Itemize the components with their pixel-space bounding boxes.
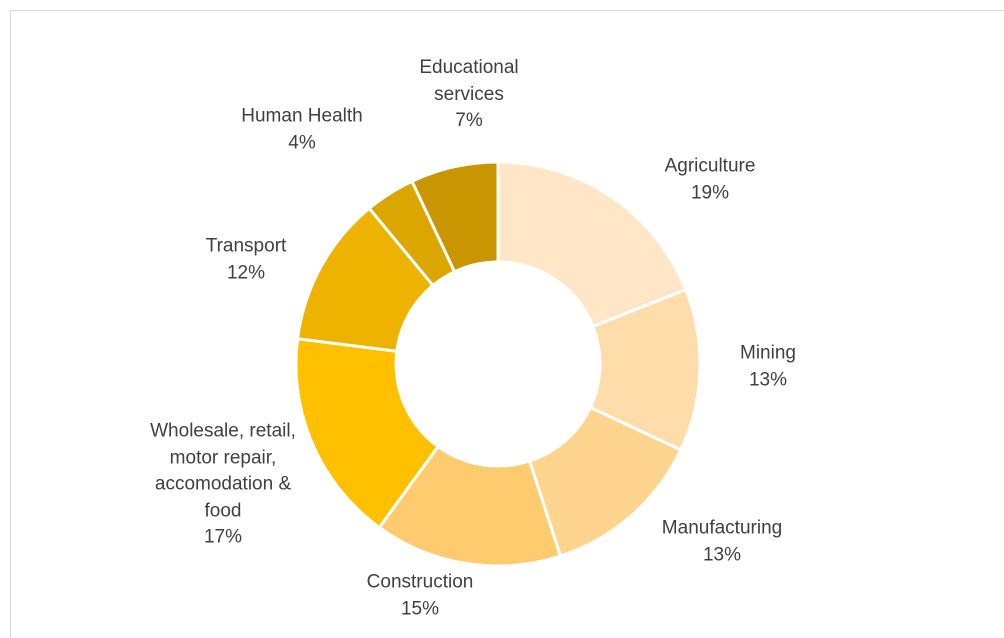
donut-slice bbox=[409, 160, 500, 274]
data-label: Mining 13% bbox=[740, 340, 796, 393]
category-label: Manufacturing bbox=[661, 517, 783, 539]
value-label: 7% bbox=[455, 110, 483, 132]
category-label: Educational services bbox=[419, 57, 519, 105]
donut-slice bbox=[294, 337, 441, 530]
data-label: Human Health 4% bbox=[241, 103, 362, 156]
category-label: Wholesale, retail, motor repair, accomod… bbox=[150, 420, 296, 522]
category-label: Mining bbox=[740, 342, 796, 364]
value-label: 12% bbox=[226, 262, 266, 283]
data-label: Agriculture 19% bbox=[665, 153, 756, 206]
value-label: 17% bbox=[203, 526, 243, 548]
category-label: Construction bbox=[366, 571, 474, 593]
value-label: 4% bbox=[288, 132, 316, 153]
data-label: Construction 15% bbox=[367, 569, 474, 622]
category-label: Agriculture bbox=[664, 155, 756, 177]
value-label: 13% bbox=[702, 544, 742, 565]
value-label: 13% bbox=[748, 369, 788, 390]
donut-slice bbox=[496, 160, 688, 329]
category-label: Transport bbox=[205, 235, 287, 257]
data-label: Educational services 7% bbox=[409, 55, 529, 135]
value-label: 19% bbox=[690, 182, 730, 203]
donut-slice bbox=[377, 444, 563, 568]
data-label: Transport 12% bbox=[206, 233, 287, 286]
data-label: Manufacturing 13% bbox=[662, 515, 782, 568]
data-label: Wholesale, retail, motor repair, accomod… bbox=[148, 419, 298, 552]
value-label: 15% bbox=[400, 598, 440, 619]
category-label: Human Health bbox=[241, 105, 363, 127]
